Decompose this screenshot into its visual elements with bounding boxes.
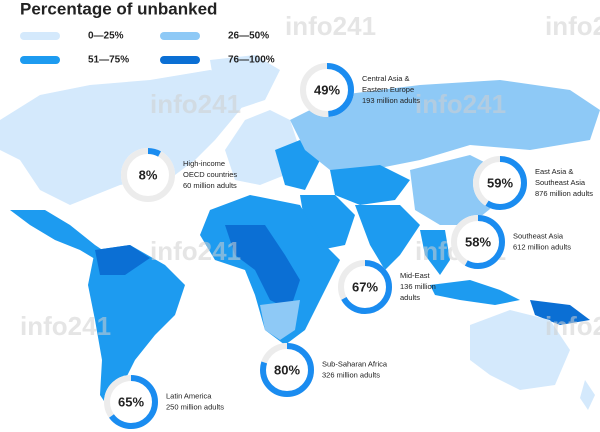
watermark: info241 xyxy=(285,11,376,41)
ring-face xyxy=(104,375,158,429)
south-asia xyxy=(355,205,420,270)
new-zealand xyxy=(580,380,595,410)
region-name: Eastern Europe xyxy=(362,85,414,94)
region-adults: 136 million xyxy=(400,282,436,291)
legend-swatch xyxy=(160,32,200,40)
ring-face xyxy=(473,156,527,210)
region-name: Latin America xyxy=(166,391,212,400)
region-name: High-income xyxy=(183,159,225,168)
region-name: Central Asia & xyxy=(362,74,410,83)
australia xyxy=(470,310,570,390)
watermark: info241 xyxy=(415,89,506,119)
ring-percent: 67% xyxy=(352,279,378,294)
legend-swatch xyxy=(20,56,60,64)
region-name: East Asia & xyxy=(535,167,573,176)
ring-arc xyxy=(300,63,354,117)
watermark: info241 xyxy=(545,11,600,41)
region-adults: 60 million adults xyxy=(183,181,237,190)
ring-percent: 80% xyxy=(274,362,300,377)
region-name: Mid-East xyxy=(400,271,431,280)
north-america xyxy=(0,70,260,205)
ring-arc xyxy=(451,215,505,269)
ring-face xyxy=(300,63,354,117)
region-name: Southeast Asia xyxy=(513,231,564,240)
legend: 0—25% 26—50% 51—75% 76—100% xyxy=(20,31,275,66)
region-adults: 250 million adults xyxy=(166,402,224,411)
region-rings: 49% Central Asia & Eastern Europe 193 milli… xyxy=(104,63,593,429)
greenland xyxy=(210,55,280,110)
ring-face xyxy=(121,148,175,202)
ring-percent: 65% xyxy=(118,394,144,409)
central-asia xyxy=(330,165,410,205)
indonesia xyxy=(430,280,520,305)
region-name: Sub-Saharan Africa xyxy=(322,359,388,368)
region-adults: 326 million adults xyxy=(322,370,380,379)
legend-label: 51—75% xyxy=(88,55,129,66)
south-america-north xyxy=(95,245,150,275)
region-adults: 612 million adults xyxy=(513,242,571,251)
ring-arc xyxy=(260,343,314,397)
ring-percent: 58% xyxy=(465,234,491,249)
ring-arc xyxy=(121,148,175,202)
watermark: info241 xyxy=(545,311,600,341)
watermark: info241 xyxy=(150,236,241,266)
region-adults: adults xyxy=(400,293,420,302)
ring-percent: 59% xyxy=(487,175,513,190)
region-name: OECD countries xyxy=(183,170,237,179)
central-america xyxy=(10,210,110,262)
southern-africa xyxy=(260,300,300,340)
ring-percent: 8% xyxy=(139,167,158,182)
world-map xyxy=(0,55,600,410)
legend-label: 0—25% xyxy=(88,31,124,42)
ring-face xyxy=(260,343,314,397)
region-adults: 193 million adults xyxy=(362,96,420,105)
ring-arc xyxy=(473,156,527,210)
central-africa xyxy=(225,225,300,310)
legend-swatch xyxy=(20,32,60,40)
watermark: info241 xyxy=(150,89,241,119)
ring-arc xyxy=(104,375,158,429)
ring-face xyxy=(451,215,505,269)
ring-percent: 49% xyxy=(314,82,340,97)
ring-face xyxy=(338,260,392,314)
ring-arc xyxy=(338,260,392,314)
south-america xyxy=(88,245,185,410)
southeast-asia xyxy=(420,230,450,275)
legend-label: 76—100% xyxy=(228,55,275,66)
legend-swatch xyxy=(160,56,200,64)
legend-label: 26—50% xyxy=(228,31,269,42)
region-name: Southeast Asia xyxy=(535,178,586,187)
region-adults: 876 million adults xyxy=(535,189,593,198)
watermark: info241 xyxy=(20,311,111,341)
legend-title: Percentage of unbanked xyxy=(20,0,217,18)
russia xyxy=(290,80,600,170)
